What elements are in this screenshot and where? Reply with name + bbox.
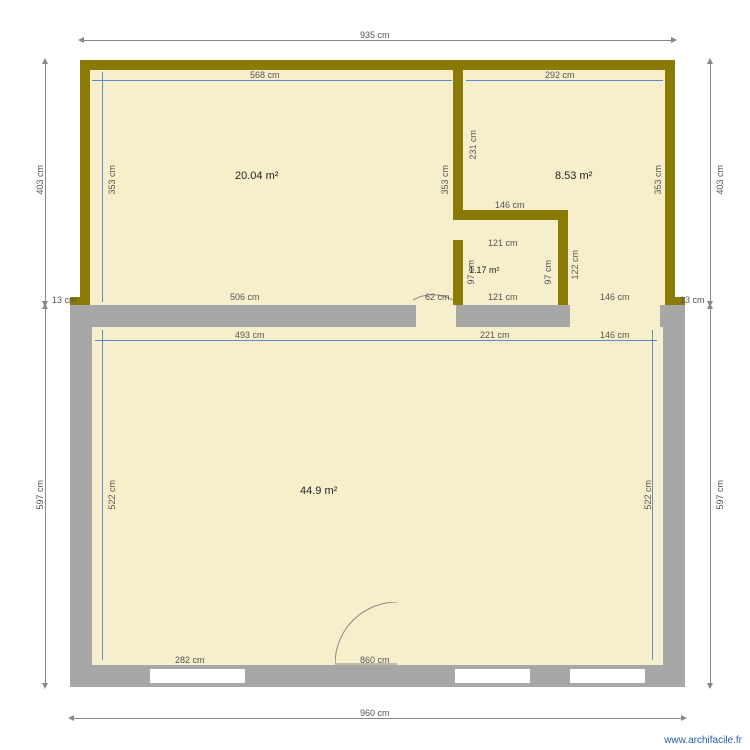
area-room1: 20.04 m² [235, 170, 278, 182]
olive-mid-vert2 [558, 210, 568, 305]
dimline-left-up [45, 60, 46, 305]
floorplan: 20.04 m² 8.53 m² 1.17 m² 44.9 m² 935 cm … [0, 0, 750, 750]
olive-top [80, 60, 675, 70]
dim-right-upper: 403 cm [715, 165, 725, 195]
dim-right-lower: 597 cm [715, 480, 725, 510]
dim-left-upper: 403 cm [35, 165, 45, 195]
grey-right [663, 305, 685, 687]
opening3 [570, 669, 645, 683]
dim-62: 62 cm [425, 292, 450, 302]
dimline-right-up [710, 60, 711, 305]
dim-left-step: 13 cm [52, 295, 77, 305]
pass1 [416, 305, 456, 327]
olive-mid-horiz [453, 210, 568, 220]
dim-room2-h: 353 cm [653, 165, 663, 195]
dimline-top [80, 40, 675, 41]
dimline-room1-left [102, 72, 103, 302]
dim-left-lower: 597 cm [35, 480, 45, 510]
olive-right [665, 60, 675, 305]
dim-room3-w2: 121 cm [488, 292, 518, 302]
dim-top-total: 935 cm [360, 30, 390, 40]
dim-room3-w1: 121 cm [488, 238, 518, 248]
footer-link[interactable]: www.archifacile.fr [664, 735, 742, 746]
dim-bottom-total: 960 cm [360, 708, 390, 718]
dim-860: 860 cm [360, 655, 390, 665]
pass2 [570, 305, 660, 327]
dim-room3-97r: 97 cm [543, 260, 553, 285]
opening2 [455, 669, 530, 683]
opening1 [150, 669, 245, 683]
dim-room3-97l: 97 cm [466, 260, 476, 285]
dim-146r: 146 cm [600, 292, 630, 302]
dim-right-step: 13 cm [680, 295, 705, 305]
olive-left [80, 60, 90, 305]
dimline-room4-left [102, 330, 103, 660]
dim-room2-122: 122 cm [570, 250, 580, 280]
dim-top-room1: 568 cm [250, 70, 280, 80]
grey-left [70, 305, 92, 687]
area-room4: 44.9 m² [300, 485, 337, 497]
dim-146b: 146 cm [600, 330, 630, 340]
dim-282: 282 cm [175, 655, 205, 665]
dim-506: 506 cm [230, 292, 260, 302]
dimline-room4-top [95, 340, 657, 341]
dimline-right-lo [710, 305, 711, 687]
area-room2: 8.53 m² [555, 170, 592, 182]
dimline-left-lo [45, 305, 46, 687]
dim-522-r: 522 cm [643, 480, 653, 510]
dim-522-l: 522 cm [107, 480, 117, 510]
dimline-bottom [70, 718, 685, 719]
dim-493: 493 cm [235, 330, 265, 340]
dim-room2-146: 146 cm [495, 200, 525, 210]
dim-room2-231: 231 cm [468, 130, 478, 160]
dim-room1-h-l: 353 cm [107, 165, 117, 195]
dimline-room2-top [466, 80, 663, 81]
dim-top-room2: 292 cm [545, 70, 575, 80]
dim-room1-h-r: 353 cm [440, 165, 450, 195]
dimline-room1-top [92, 80, 452, 81]
olive-mid-vert [453, 60, 463, 220]
dim-221: 221 cm [480, 330, 510, 340]
